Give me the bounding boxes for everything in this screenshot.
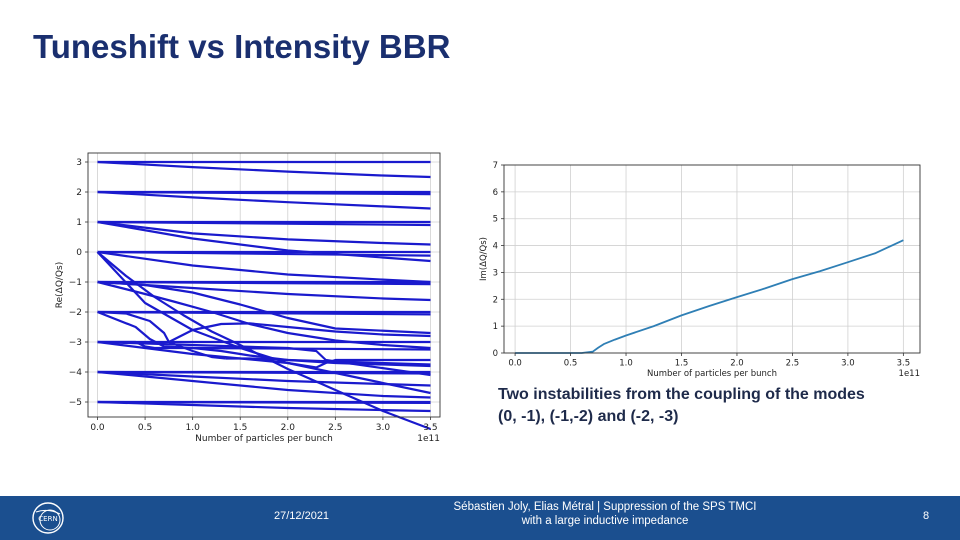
series-line-6 [97,220,431,227]
series-line-0 [515,239,904,354]
series-line-32 [97,370,431,387]
series-line-3 [97,190,431,196]
series-line-29 [97,340,431,369]
series-line-17 [97,280,431,335]
series-line-11 [97,250,431,284]
x-tick-label: 3.0 [841,359,855,369]
series-line-35 [97,400,431,404]
series-line-28 [97,340,431,377]
y-tick-label: −5 [69,398,82,408]
plot-frame [503,164,921,354]
x-tick-label: 0.0 [90,423,105,433]
slide-caption: Two instabilities from the coupling of t… [498,384,938,428]
series-line-7 [97,220,431,246]
y-tick-label: 1 [493,322,498,332]
footer-authors: Sébastien Joly, Elias Métral | Suppressi… [440,500,770,528]
y-tick-label: −3 [69,338,82,348]
y-tick-label: 7 [493,161,498,171]
series-line-22 [168,322,431,343]
series-line-15 [97,280,431,286]
y-tick-label: −2 [69,308,82,318]
caption-line-2: (0, -1), (-1,-2) and (-2, -3) [498,408,679,425]
y-tick-label: 2 [493,295,498,305]
x-axis-label: Number of particles per bunch [195,434,333,444]
x-tick-label: 2.5 [328,423,342,433]
y-tick-label: −4 [69,368,83,378]
series-line-10 [97,250,431,257]
y-axis-label: Im(ΔQ/Qs) [479,237,489,281]
series-line-25 [97,310,431,368]
x-tick-label: 0.5 [564,359,578,369]
chart-tuneshift-imag: 0.0 0.5 1.0 1.5 2.0 2.5 3.0 3.5 0 1 2 3 4 5 6 7 Number o… [479,161,921,379]
y-tick-label: 3 [76,158,82,168]
series-line-16 [97,280,431,302]
x-tick-label: 0.0 [508,359,522,369]
x-scale-label: 1e11 [417,434,440,444]
x-scale-label: 1e11 [899,369,920,379]
x-tick-label: 1.0 [185,423,200,433]
series-line-12 [96,251,431,395]
series-line-31 [97,370,431,375]
y-tick-label: −1 [69,278,82,288]
footer-authors-line-2: with a large inductive impedance [521,515,689,527]
y-tick-label: 5 [493,215,498,225]
x-tick-label: 1.0 [619,359,633,369]
y-tick-label: 3 [493,268,498,278]
footer-bar: CERN 27/12/2021 Sébastien Joly, Elias Mé… [0,496,960,540]
series-line-4 [97,190,431,210]
series-line-13 [96,251,431,431]
footer-date: 27/12/2021 [274,510,330,522]
y-tick-label: 2 [76,188,82,198]
x-axis-label: Number of particles per bunch [647,369,777,379]
series-line-33 [97,370,431,399]
plot-frame [87,152,441,418]
x-tick-label: 2.0 [281,423,296,433]
x-tick-label: 1.5 [675,359,689,369]
svg-text:CERN: CERN [38,515,57,523]
x-tick-label: 1.5 [233,423,247,433]
x-tick-label: 2.5 [786,359,800,369]
y-tick-label: 0 [493,349,498,359]
page-number: 8 [922,510,930,522]
series-line-20 [97,310,431,316]
chart-tuneshift-real: 0.0 0.5 1.0 1.5 2.0 2.5 3.0 3.5 −5 −4 −3 −2 −1 0 1 2 3 Nu… [55,152,441,444]
footer-authors-line-1: Sébastien Joly, Elias Métral | Suppressi… [453,501,757,513]
y-tick-label: 4 [493,242,498,252]
y-tick-label: 6 [493,188,498,198]
x-tick-label: 3.5 [897,359,911,369]
x-tick-label: 2.0 [730,359,744,369]
series-line-1 [97,160,431,179]
x-tick-label: 0.5 [138,423,152,433]
series-line-21 [97,310,170,343]
series-line-36 [97,400,431,413]
x-tick-label: 3.5 [423,423,437,433]
slide-title: Tuneshift vs Intensity BBR [33,28,451,65]
caption-line-1: Two instabilities from the coupling of t… [498,386,865,403]
y-axis-label: Re(ΔQ/Qs) [55,262,65,308]
y-tick-label: 1 [76,218,82,228]
y-tick-label: 0 [76,248,82,258]
x-tick-label: 3.0 [376,423,391,433]
cern-logo: CERN [32,502,64,534]
